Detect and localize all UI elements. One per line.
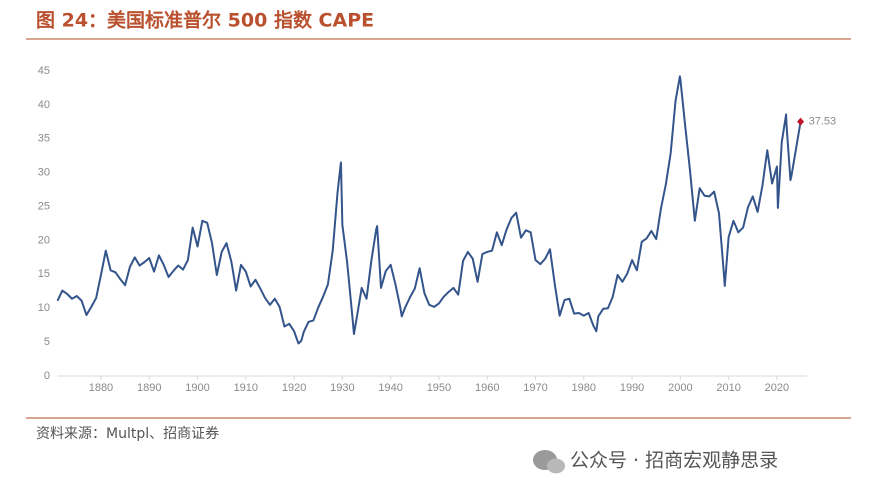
x-tick-label: 1900 [185,382,209,394]
last-point-marker [797,117,805,126]
x-tick-label: 1890 [137,382,161,394]
y-tick-label: 40 [38,99,50,111]
y-tick-label: 15 [38,268,50,280]
y-tick-label: 45 [38,65,50,77]
source: 资料来源：Multpl、招商证券 [36,426,219,442]
x-tick-label: 1930 [330,382,354,394]
x-tick-label: 1960 [475,382,499,394]
watermark: 公众号 · 招商宏观静思录 [570,450,778,472]
watermark-icon [533,450,565,474]
y-tick-label: 10 [38,302,50,314]
chart-title: 图 24：美国标准普尔 500 指数 CAPE [36,9,374,32]
x-tick-label: 1990 [620,382,644,394]
cape-line [56,75,802,345]
y-tick-label: 0 [44,370,50,382]
x-tick-label: 2010 [716,382,740,394]
y-tick-label: 30 [38,167,50,179]
y-tick-label: 35 [38,133,50,145]
x-tick-label: 1880 [89,382,113,394]
y-tick-label: 25 [38,200,50,212]
x-tick-label: 2000 [668,382,692,394]
x-tick-label: 1920 [282,382,306,394]
x-tick-label: 1980 [572,382,596,394]
y-tick-label: 5 [44,336,50,348]
x-tick-label: 1910 [234,382,258,394]
last-value-label: 37.53 [809,116,837,128]
x-tick-label: 1940 [378,382,402,394]
x-tick-label: 2020 [765,382,789,394]
y-tick-label: 20 [38,234,50,246]
x-tick-label: 1970 [523,382,547,394]
x-tick-label: 1950 [427,382,451,394]
